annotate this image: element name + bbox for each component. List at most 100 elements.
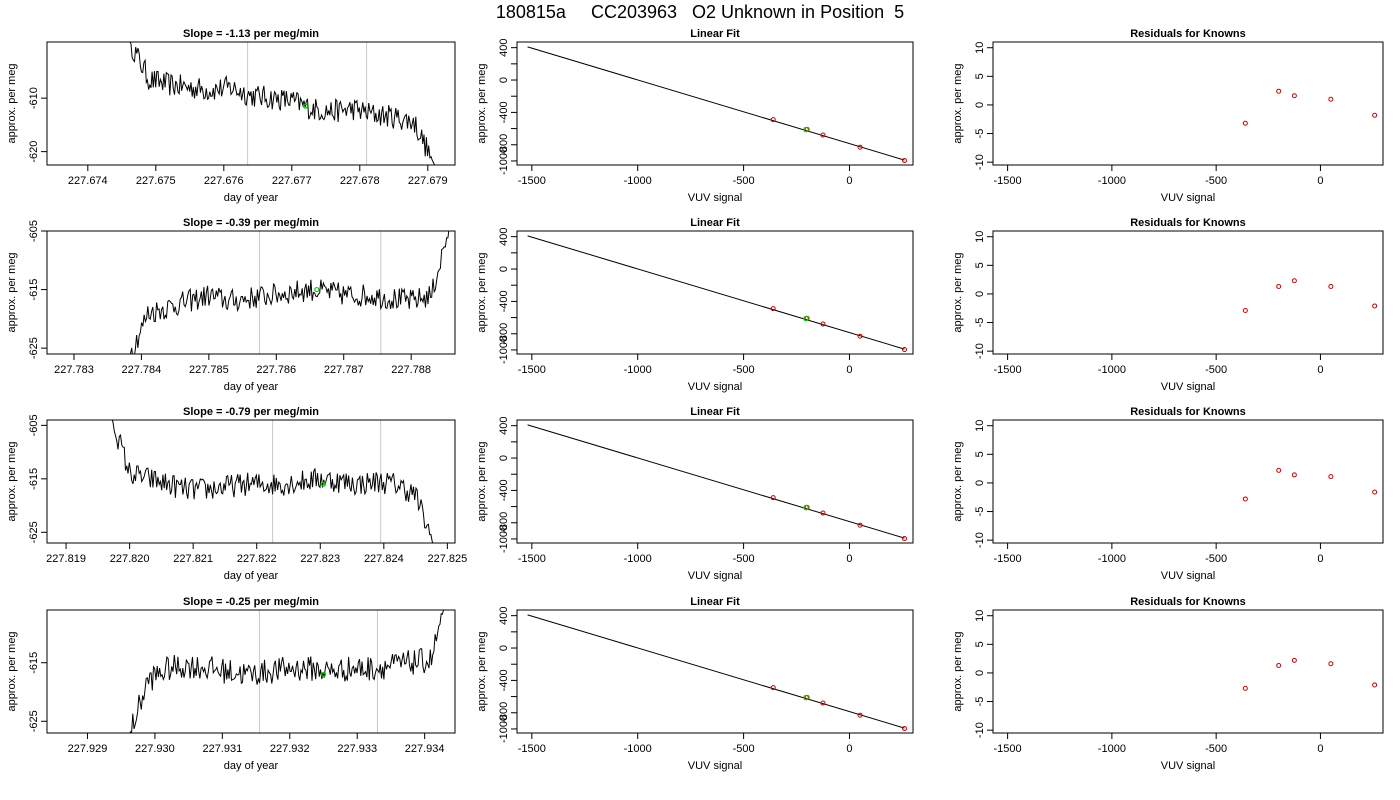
x-tick-label: 227.785 [189,364,229,376]
series-line [129,231,450,354]
known-point [1372,303,1378,309]
y-tick-label: -1000 [498,525,510,553]
known-point [1291,472,1297,478]
y-tick-label: -615 [28,652,40,674]
y-tick-label: 10 [974,42,986,54]
known-point [1328,661,1334,667]
plot-frame [516,230,914,355]
x-tick-label: 227.934 [405,743,445,755]
y-tick-label: -610 [28,87,40,109]
known-point [1328,96,1334,102]
x-tick-label: 227.929 [68,743,108,755]
panel-title: Slope = -1.13 per meg/min [183,28,319,40]
y-axis-label: approx. per meg [952,252,964,332]
panel-2-2: Linear Fit-1500 -1000 -500 04000-400-800-10… [476,217,914,393]
x-tick-label: 227.677 [272,175,312,187]
plot-frame [46,41,456,166]
x-tick-label: -500 [1205,553,1227,565]
known-point [820,700,826,706]
plot-frame [516,419,914,544]
y-tick-label: -5 [974,129,986,139]
unknown-point [803,315,809,322]
y-axis-label: approx. per meg [952,63,964,143]
unknown-point [320,481,327,487]
series-line [129,610,445,733]
y-tick-label: -5 [974,507,986,517]
y-tick-label: 5 [974,262,986,268]
panel-title: Residuals for Knowns [1130,28,1246,40]
unknown-point [803,504,809,511]
known-point [770,495,776,501]
plot-frame [992,230,1384,355]
y-tick-label: 0 [498,455,510,461]
x-tick-label: -1000 [624,364,652,376]
y-axis-label: approx. per meg [6,441,18,521]
known-point [1372,682,1378,688]
known-point [902,726,908,732]
x-tick-label: 0 [1317,553,1323,565]
panel-title: Linear Fit [690,28,740,40]
y-tick-label: -800 [498,323,510,345]
fit-line [527,614,905,729]
panel-4-2: Linear Fit-1500 -1000 -500 04000-400-800-10… [476,596,914,772]
unknown-point [803,126,809,133]
x-tick-label: -1500 [518,743,546,755]
y-tick-label: 0 [974,670,986,676]
y-axis-label: approx. per meg [952,631,964,711]
known-point [1242,496,1248,502]
x-tick-label: -1000 [624,743,652,755]
panel-4-3: Residuals for Knowns -1500 -1000 -500 0 10 5 0 -… [952,596,1384,772]
x-axis-label: day of year [224,192,279,204]
y-tick-label: -10 [974,532,986,548]
x-tick-label: -1000 [1098,175,1126,187]
unknown-point [320,671,327,678]
plot-frame [46,230,456,355]
fit-line [527,46,905,161]
known-point [857,333,863,339]
known-point [1291,93,1297,99]
x-axis-label: VUV signal [688,570,742,582]
y-axis-label: approx. per meg [952,441,964,521]
y-tick-label: -10 [974,722,986,738]
x-tick-label: -1500 [518,553,546,565]
x-tick-label: -1500 [518,364,546,376]
plot-data [111,420,434,543]
panel-3-1: Slope = -0.79 per meg/min 227.819 227.820 2… [6,406,467,582]
y-axis-label: approx. per meg [476,441,488,521]
panel-title: Slope = -0.79 per meg/min [183,406,319,418]
plot-data [1242,278,1378,314]
panel-4-1: Slope = -0.25 per meg/min 227.929 227.930 2… [6,596,456,772]
x-tick-label: 227.675 [136,175,176,187]
y-tick-label: -620 [28,141,40,163]
known-point [857,712,863,718]
known-point [820,132,826,138]
y-tick-label: 400 [498,606,510,624]
known-point [1276,283,1282,289]
series-line [111,420,434,543]
plot-frame [992,419,1384,544]
y-tick-label: -800 [498,512,510,534]
plot-frame [46,419,456,544]
panel-title: Residuals for Knowns [1130,406,1246,418]
unknown-point [302,103,308,109]
plot-frame [46,609,456,734]
x-tick-label: 0 [1317,364,1323,376]
x-axis-label: VUV signal [688,760,742,772]
x-tick-label: -500 [733,175,755,187]
known-point [1276,88,1282,94]
x-tick-label: 227.820 [110,553,150,565]
plot-data [129,231,450,354]
y-axis-label: approx. per meg [6,63,18,143]
known-point [1242,308,1248,314]
y-tick-label: 0 [974,291,986,297]
y-tick-label: 10 [974,231,986,243]
x-tick-label: -1500 [994,364,1022,376]
y-tick-label: -800 [498,702,510,724]
panel-title: Linear Fit [690,217,740,229]
plot-data [527,46,908,164]
panel-title: Linear Fit [690,406,740,418]
x-tick-label: -1000 [624,175,652,187]
panel-3-2: Linear Fit-1500 -1000 -500 04000-400-800-10… [476,406,914,582]
x-tick-label: 227.825 [427,553,467,565]
y-tick-label: -625 [28,337,40,359]
